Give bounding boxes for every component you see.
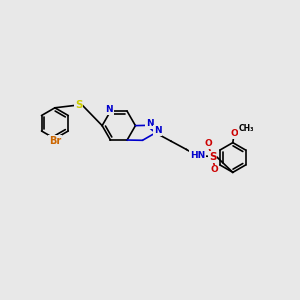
Text: O: O — [231, 129, 239, 138]
Text: N: N — [106, 105, 113, 114]
Text: S: S — [209, 152, 216, 162]
Text: N: N — [146, 119, 154, 128]
Text: N: N — [154, 126, 162, 135]
Text: O: O — [205, 139, 212, 148]
Text: HN: HN — [190, 151, 206, 160]
Text: CH₃: CH₃ — [239, 124, 254, 133]
Text: S: S — [75, 100, 82, 110]
Text: Br: Br — [49, 136, 61, 146]
Text: O: O — [211, 166, 218, 175]
